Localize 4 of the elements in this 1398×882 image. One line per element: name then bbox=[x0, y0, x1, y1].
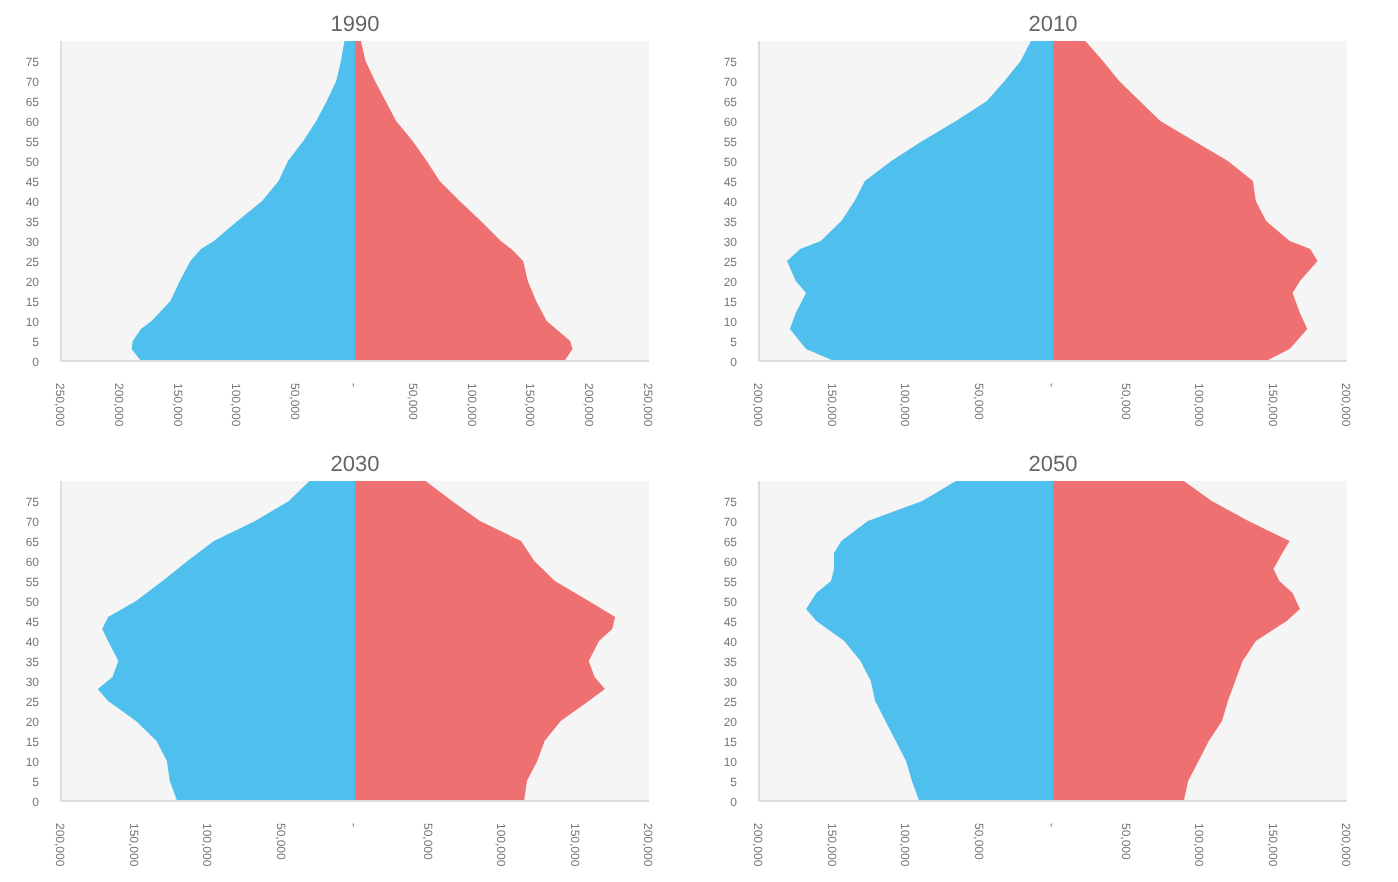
chart-title: 2050 bbox=[1028, 453, 1078, 477]
chart-title: 2030 bbox=[330, 453, 380, 477]
chart-title: 2010 bbox=[1028, 13, 1078, 37]
chart-title: 1990 bbox=[330, 13, 380, 37]
